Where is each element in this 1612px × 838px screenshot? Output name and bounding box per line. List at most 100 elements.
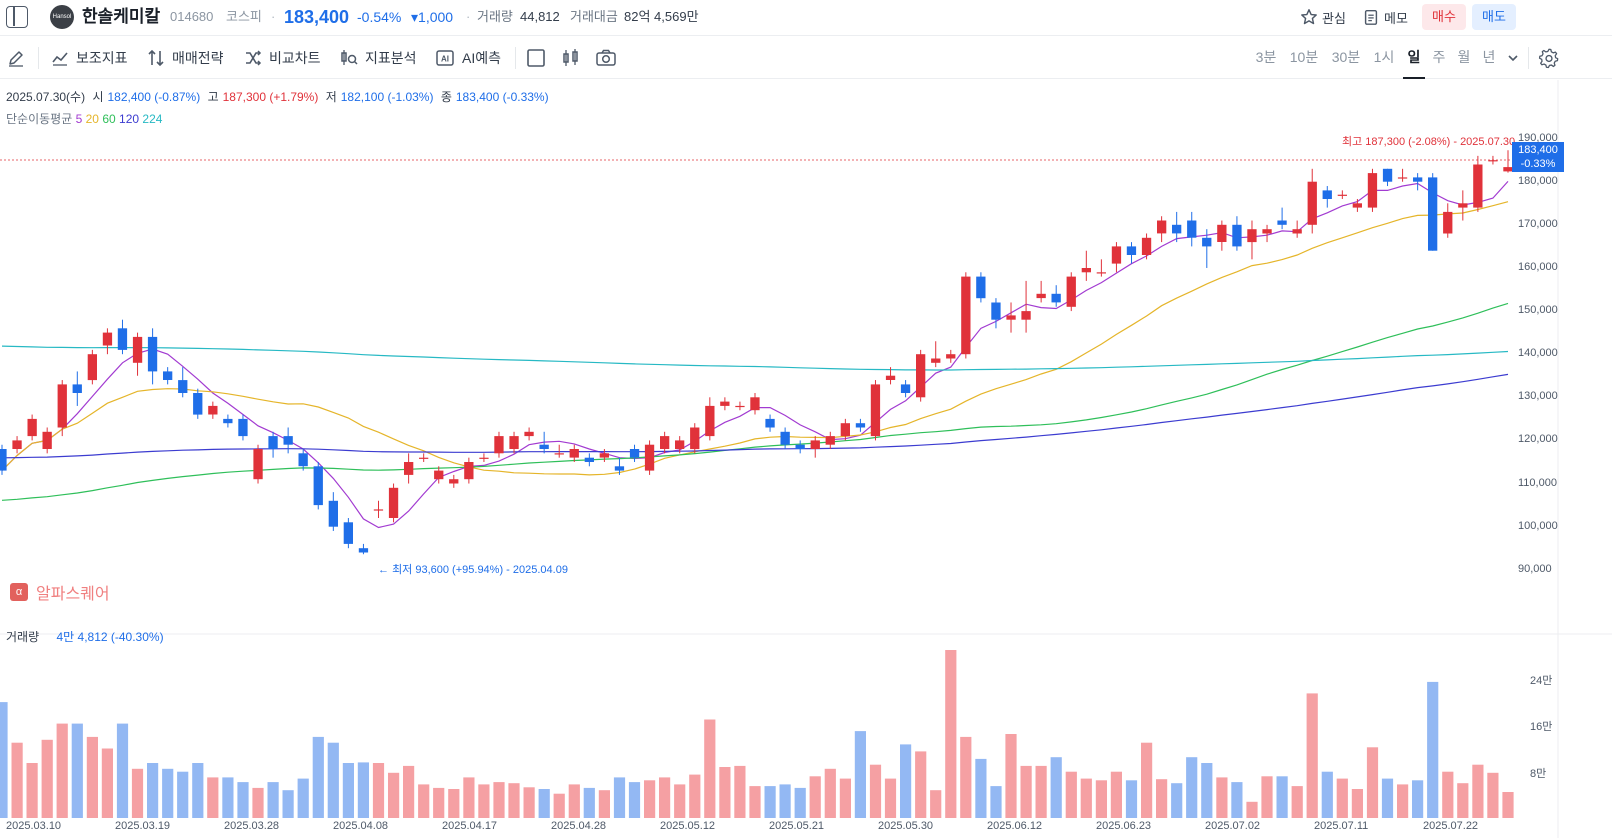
shuffle-icon [246,50,262,66]
high-label: 고 [207,90,219,104]
period-1hour[interactable]: 1시 [1373,49,1395,65]
period-30min[interactable]: 30분 [1331,49,1361,65]
period-10min[interactable]: 10분 [1289,49,1319,65]
volume-bar [222,777,234,818]
volume-bar [1427,681,1439,818]
candle-body [238,418,248,437]
compare-button[interactable]: 비교차트 [243,37,321,79]
sidebar-toggle-icon[interactable] [6,6,28,28]
candle-body [675,440,685,449]
price-chart[interactable] [0,80,1612,838]
volume-bar [1005,734,1017,818]
volume-bar [1035,765,1047,818]
ohlc-info: 2025.07.30(수) 시 182,400 (-0.87%) 고 187,300… [6,88,553,105]
volume-bar [1291,786,1303,818]
ma-legend[interactable]: 단순이동평균 5 20 60 120 224 [6,110,162,127]
candle-body [388,487,399,518]
period-week[interactable]: 주 [1432,49,1446,65]
memo-label: 메모 [1384,10,1408,26]
volume-bar [1457,783,1469,818]
candle-body [524,431,534,437]
period-month[interactable]: 월 [1457,49,1471,65]
change-amount: ▾1,000 [411,9,454,25]
period-year[interactable]: 년 [1482,49,1496,65]
candle-body [464,462,474,480]
memo-button[interactable]: 메모 [1362,4,1408,30]
candle-body [268,436,278,449]
volume-bar [915,751,927,818]
volume-bar [779,784,791,818]
candle-body [0,449,7,471]
period-day[interactable]: 일 [1403,37,1425,79]
strategy-button[interactable]: 매매전략 [146,37,224,79]
candle-body [57,384,67,428]
ma-120-line [1,373,1509,459]
volume-bar [1321,771,1333,818]
ai-predict-button[interactable]: AI AI예측 [434,37,501,79]
price-tick-label: 90,000 [1518,562,1552,575]
candle-body [1367,173,1378,208]
volume-bar [1171,783,1183,818]
memo-icon [1364,9,1378,25]
price-tag-value: 183,400 [1518,144,1558,156]
volume-bar [1020,765,1032,818]
date-tick-label: 2025.06.23 [1096,820,1152,832]
watch-button[interactable]: 관심 [1300,4,1346,30]
sort-arrows-icon [148,49,164,67]
chart-toolbar: 보조지표 매매전략 비교차트 지표분석 AI AI예측 3분 10분 30분 1… [0,37,1612,79]
gear-icon [1538,48,1559,69]
candle-body [494,436,504,454]
draw-tool-button[interactable] [6,37,32,79]
candle-body [584,457,594,462]
volume-bar [598,790,610,818]
buy-button[interactable]: 매수 [1422,4,1466,30]
volume-bar [1050,757,1062,818]
volume-bar [1095,780,1107,818]
volume-bar [1246,801,1258,818]
date-tick-label: 2025.03.10 [6,820,62,832]
price-tick-label: 180,000 [1518,174,1558,187]
sell-button[interactable]: 매도 [1472,4,1516,30]
camera-icon [596,49,616,66]
volume-bar [433,787,445,818]
volume-bar [674,784,686,818]
candle-body [1262,229,1272,234]
price-tick-label: 160,000 [1518,260,1558,273]
candle-body [12,440,22,449]
toolbar-divider [515,47,516,69]
candlestick-type-button[interactable] [561,37,587,79]
analysis-button[interactable]: 지표분석 [339,37,417,79]
alphasquare-logo-icon: α [10,583,28,601]
volume-bar [884,778,897,818]
compare-label: 비교차트 [269,50,321,66]
indicators-button[interactable]: 보조지표 [50,37,128,79]
candle-body [1006,315,1016,320]
volume-info: 거래량 4만 4,812 (-40.30%) [6,628,164,645]
volume-bar [1306,693,1318,818]
volume-bar [237,782,249,818]
volume-bar [1156,779,1168,818]
period-3min[interactable]: 3분 [1255,49,1277,65]
volume-bar [1397,784,1409,818]
ma-60-label: 60 [102,112,116,126]
candle-body [1111,246,1122,264]
settings-button[interactable] [1538,37,1566,79]
candle-body [660,436,670,449]
chart-type-box-button[interactable] [526,37,552,79]
date-tick-label: 2025.07.11 [1314,820,1369,832]
candle-body [554,453,564,455]
svg-text:AI: AI [441,55,449,64]
current-price-tag: 183,400 -0.33% [1512,142,1564,172]
stock-name[interactable]: 한솔케미칼 [82,7,161,26]
square-icon [527,49,545,67]
volume-bar [734,765,746,818]
volume-bar [11,742,23,818]
screenshot-button[interactable] [595,37,623,79]
period-dropdown[interactable] [1506,37,1526,79]
candle-body [1172,224,1182,234]
volume-bar [568,784,580,818]
candle-body [1247,229,1257,243]
volume-tick-label: 16만 [1530,721,1553,734]
candle-body [1503,167,1513,172]
volume-bar [116,723,129,818]
